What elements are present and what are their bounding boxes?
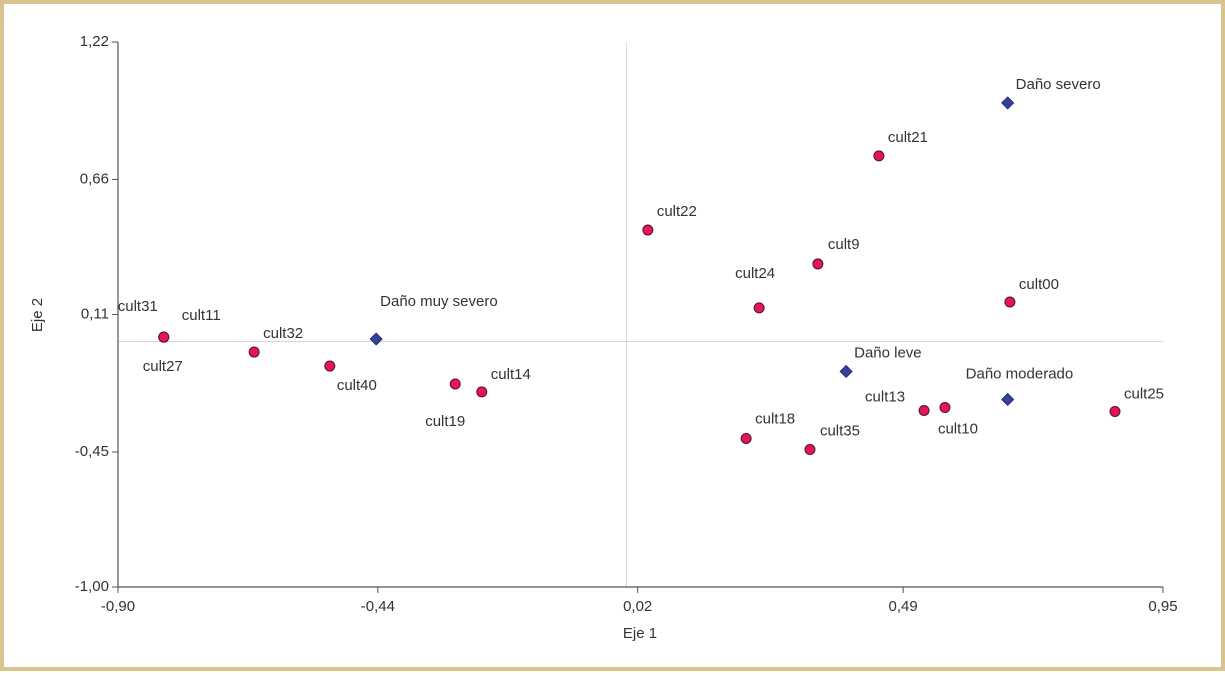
point (248, 346, 260, 358)
point (369, 332, 383, 346)
point (873, 150, 885, 162)
point-label: cult13 (865, 388, 905, 405)
point (449, 378, 461, 390)
x-tick-label: -0,44 (361, 598, 395, 615)
x-tick-label: 0,49 (889, 598, 918, 615)
point (158, 331, 170, 343)
x-axis-label: Eje 1 (623, 625, 657, 642)
point-label: cult14 (491, 366, 531, 383)
y-tick-label: 1,22 (80, 33, 109, 50)
point (804, 444, 816, 456)
point-label: cult21 (888, 129, 928, 146)
point-label: cult22 (657, 203, 697, 220)
point-label: cult00 (1019, 276, 1059, 293)
point (1001, 96, 1015, 110)
point-label: cult35 (820, 422, 860, 439)
x-tick-label: -0,90 (101, 598, 135, 615)
point (642, 224, 654, 236)
point-label: cult27 (143, 358, 183, 375)
point-label: cult24 (735, 265, 775, 282)
point-label: Daño muy severo (380, 293, 498, 310)
point-label: cult32 (263, 325, 303, 342)
y-axis-label: Eje 2 (29, 298, 46, 332)
point-label: cult9 (828, 236, 860, 253)
y-tick-label: 0,66 (80, 170, 109, 187)
point (740, 432, 752, 444)
point (1109, 405, 1121, 417)
point-label: cult19 (425, 413, 465, 430)
y-tick-label: -1,00 (75, 578, 109, 595)
point-label: cult11 (182, 307, 221, 324)
x-tick-label: 0,02 (623, 598, 652, 615)
point (918, 404, 930, 416)
point-label: cult40 (337, 377, 377, 394)
point-label: cult25 (1124, 385, 1164, 402)
point-label: Daño moderado (966, 365, 1074, 382)
point (476, 386, 488, 398)
point (812, 258, 824, 270)
point-label: cult18 (755, 410, 795, 427)
y-tick-label: -0,45 (75, 443, 109, 460)
point-label: cult31 (118, 298, 158, 315)
y-tick-label: 0,11 (81, 305, 109, 322)
point (753, 302, 765, 314)
point (1004, 296, 1016, 308)
point-label: Daño leve (854, 344, 922, 361)
point-label: cult10 (938, 421, 978, 438)
x-tick-label: 0,95 (1148, 598, 1177, 615)
point (1001, 392, 1015, 407)
point (324, 360, 336, 372)
point-label: Daño severo (1016, 76, 1101, 93)
point (839, 364, 853, 379)
point (939, 402, 951, 414)
